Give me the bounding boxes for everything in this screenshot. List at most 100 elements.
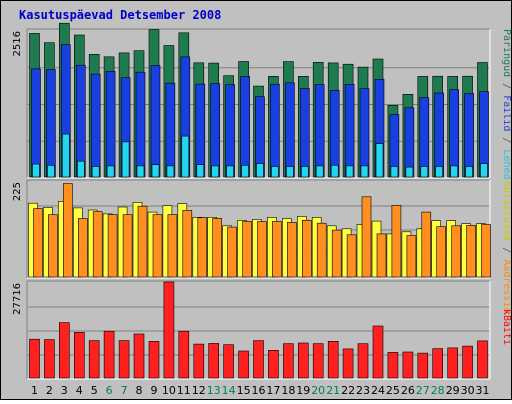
bar-top-s1-4 bbox=[76, 64, 86, 178]
x-tick-label: 13 bbox=[207, 384, 221, 397]
bar-bottom-s0-5 bbox=[88, 340, 100, 379]
x-tick-label: 30 bbox=[461, 384, 475, 397]
bar-top-s2-3 bbox=[61, 133, 70, 178]
bar-top-s2-10 bbox=[166, 165, 175, 178]
bar-top-s1-19 bbox=[299, 88, 310, 178]
x-tick-label: 18 bbox=[281, 384, 295, 397]
bar-mid-s1-10 bbox=[167, 214, 178, 278]
panel-bottom: 27716 bbox=[12, 280, 491, 380]
bar-top-s2-24 bbox=[375, 143, 384, 178]
bar-top-s2-16 bbox=[256, 163, 264, 178]
bar-top-s1-13 bbox=[210, 83, 220, 178]
bar-top-s1-22 bbox=[344, 84, 355, 178]
bar-top-s1-20 bbox=[314, 84, 325, 178]
bar-bottom-s0-1 bbox=[29, 338, 40, 379]
bar-top-s2-11 bbox=[181, 135, 190, 178]
bar-top-s2-29 bbox=[450, 165, 459, 178]
bar-top-s2-5 bbox=[91, 166, 100, 178]
bar-top-s1-10 bbox=[165, 82, 176, 178]
bar-top-s1-26 bbox=[404, 107, 415, 178]
x-tick-label: 17 bbox=[266, 384, 280, 397]
x-tick-label: 4 bbox=[76, 384, 83, 397]
bar-mid-s1-23 bbox=[361, 196, 372, 278]
bar-mid-s1-31 bbox=[481, 224, 491, 278]
bar-top-s1-23 bbox=[359, 88, 370, 178]
bar-top-s2-18 bbox=[286, 166, 294, 178]
bar-bottom-s0-26 bbox=[402, 351, 414, 379]
bar-bottom-s0-16 bbox=[253, 340, 264, 379]
chart-title: Kasutuspäevad Detsember 2008 bbox=[19, 8, 221, 22]
bar-bottom-s0-4 bbox=[74, 331, 85, 379]
bar-bottom-s0-9 bbox=[148, 340, 160, 379]
bar-mid-s1-25 bbox=[391, 205, 402, 278]
bar-mid-s1-8 bbox=[137, 205, 148, 278]
bar-top-s2-2 bbox=[47, 165, 55, 178]
x-tick-label: 9 bbox=[151, 384, 158, 397]
bar-bottom-s0-10 bbox=[163, 281, 175, 379]
bar-top-s1-17 bbox=[270, 83, 280, 178]
bar-top-s1-30 bbox=[464, 93, 474, 178]
bar-mid-s1-24 bbox=[376, 233, 387, 278]
y-max-label: 2516 bbox=[12, 31, 23, 56]
x-axis-labels: 1 2 3 4 5 6 7 8 9 10 11 12 13 14 15 16 17 18 19 20 21 22 23 24 2… bbox=[31, 384, 490, 397]
bar-mid-s1-14 bbox=[227, 226, 237, 278]
x-tick-label: 16 bbox=[252, 384, 266, 397]
right-label-0-0: Päringud bbox=[501, 29, 511, 77]
bar-bottom-s0-28 bbox=[432, 348, 444, 379]
panel-mid: 225 bbox=[12, 179, 491, 279]
right-label-group-0: Päringud / Failid / Lehed bbox=[501, 29, 511, 180]
bar-bottom-s0-20 bbox=[312, 343, 324, 379]
bar-mid-s1-4 bbox=[78, 218, 88, 278]
x-tick-label: 20 bbox=[311, 384, 325, 397]
bar-mid-s1-6 bbox=[107, 214, 118, 278]
bar-bottom-s0-31 bbox=[477, 340, 488, 379]
panel-top: 2516 bbox=[12, 22, 491, 179]
bar-mid-s1-27 bbox=[421, 211, 432, 278]
x-tick-label: 5 bbox=[91, 384, 98, 397]
x-tick-label: 27 bbox=[416, 384, 430, 397]
bar-mid-s1-12 bbox=[197, 217, 208, 278]
bar-mid-s1-21 bbox=[331, 229, 342, 278]
bar-top-s2-21 bbox=[330, 165, 339, 178]
bar-top-s1-15 bbox=[240, 76, 250, 178]
right-label-0-3: / bbox=[501, 131, 511, 149]
x-tick-label: 14 bbox=[222, 384, 236, 397]
x-tick-label: 29 bbox=[446, 384, 460, 397]
bar-top-s1-6 bbox=[105, 71, 116, 178]
bar-mid-s1-16 bbox=[257, 221, 267, 278]
bar-bottom-s0-7 bbox=[118, 340, 130, 379]
bar-top-s2-23 bbox=[360, 165, 369, 178]
bar-mid-s1-3 bbox=[62, 183, 73, 278]
x-tick-label: 31 bbox=[476, 384, 490, 397]
bar-mid-s1-26 bbox=[406, 235, 417, 278]
bar-top-s2-9 bbox=[151, 164, 160, 178]
x-tick-label: 1 bbox=[31, 384, 38, 397]
bar-top-s1-5 bbox=[90, 73, 101, 178]
bar-bottom-s0-25 bbox=[387, 352, 399, 379]
bar-top-s1-29 bbox=[449, 89, 460, 178]
bar-mid-s1-11 bbox=[182, 210, 193, 278]
bar-bottom-s0-29 bbox=[447, 347, 459, 379]
bar-mid-s1-30 bbox=[466, 225, 476, 278]
x-tick-label: 19 bbox=[296, 384, 310, 397]
bar-top-s2-25 bbox=[390, 166, 399, 178]
bar-mid-s1-5 bbox=[92, 211, 103, 278]
x-tick-label: 10 bbox=[162, 384, 176, 397]
bar-top-s2-26 bbox=[405, 166, 414, 178]
x-tick-label: 28 bbox=[431, 384, 445, 397]
bar-mid-s1-29 bbox=[451, 225, 462, 278]
bar-bottom-s0-24 bbox=[372, 325, 384, 379]
right-label-group-2: kBaiti bbox=[501, 309, 511, 345]
bar-top-s2-1 bbox=[32, 163, 40, 178]
bar-bottom-s0-23 bbox=[357, 343, 369, 379]
x-tick-label: 12 bbox=[192, 384, 206, 397]
bar-top-s2-31 bbox=[480, 163, 488, 178]
bar-top-s1-14 bbox=[225, 84, 235, 178]
bar-top-s1-2 bbox=[46, 69, 56, 178]
bar-bottom-s0-17 bbox=[268, 349, 279, 379]
right-label-0-2: Failid bbox=[501, 95, 511, 131]
bar-top-s2-13 bbox=[211, 165, 219, 178]
bar-mid-s1-17 bbox=[272, 221, 282, 278]
bar-top-s2-8 bbox=[136, 165, 145, 178]
